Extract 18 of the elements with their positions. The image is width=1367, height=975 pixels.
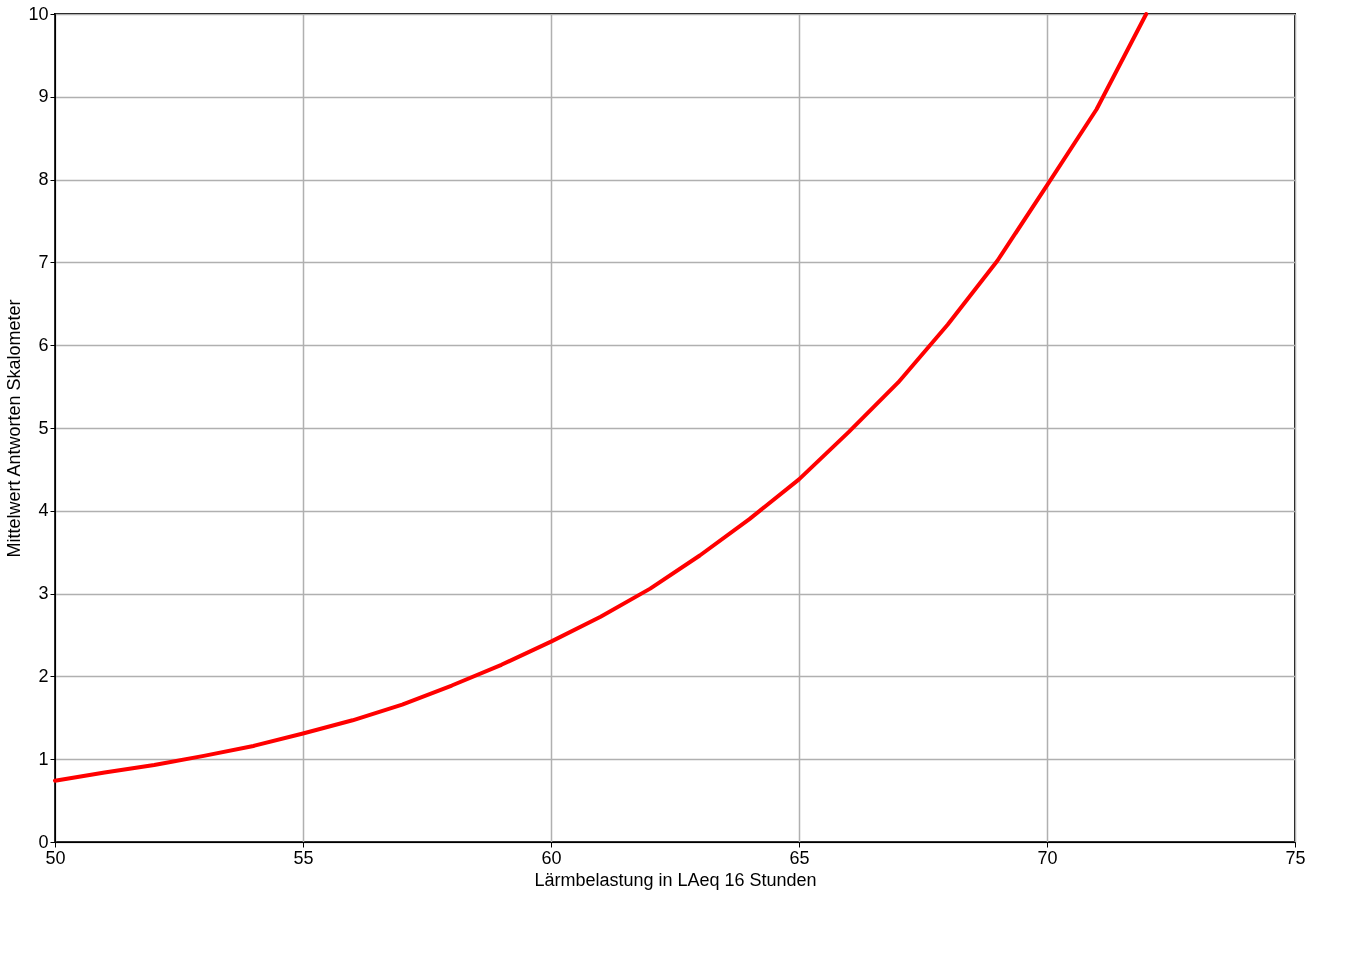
- y-tick-label: 5: [38, 417, 49, 438]
- y-tick-label: 8: [38, 169, 49, 190]
- y-tick-label: 10: [28, 3, 49, 24]
- x-axis-title: Lärmbelastung in LAeq 16 Stunden: [534, 869, 817, 890]
- x-tick-label: 60: [541, 847, 562, 868]
- y-tick-label: 9: [38, 86, 49, 107]
- line-series: [53, 12, 1149, 783]
- y-tick-label: 1: [38, 748, 49, 769]
- y-tick-label: 7: [38, 251, 49, 272]
- y-tick-label: 6: [38, 334, 49, 355]
- y-tick-label: 4: [38, 500, 49, 521]
- x-tick-label: 55: [293, 847, 314, 868]
- y-tick-label: 3: [38, 583, 49, 604]
- x-tick-label: 70: [1037, 847, 1058, 868]
- x-tick-label: 65: [789, 847, 810, 868]
- y-tick-label: 2: [38, 665, 49, 686]
- y-axis-title: Mittelwert Antworten Skalometer: [4, 299, 25, 558]
- x-tick-label: 75: [1285, 847, 1306, 868]
